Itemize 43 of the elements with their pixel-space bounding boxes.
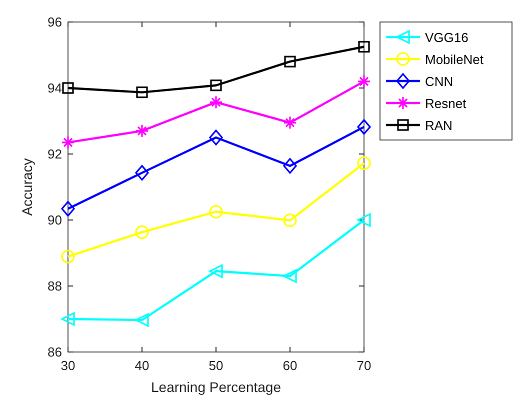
x-tick-label: 40 [134,358,150,373]
point [209,264,223,278]
point [357,213,371,227]
y-tick-label: 86 [48,344,62,360]
point [358,40,370,53]
legend-label: RAN [425,118,452,133]
point [136,86,148,98]
point [283,158,297,174]
point [61,250,75,264]
x-tick-label: 50 [208,358,224,373]
point [61,312,75,326]
point [62,82,74,94]
point [210,80,222,92]
y-tick-label: 88 [48,278,62,294]
y-tick-label: 90 [48,212,62,228]
x-tick-label: 60 [282,358,298,373]
x-tick-label: 30 [60,358,76,373]
point [283,116,297,130]
point [135,124,149,138]
point [135,313,149,327]
legend-label: MobileNet [425,52,484,67]
point [283,214,297,228]
point [61,136,75,150]
y-axis-title: Accuracy [19,158,35,216]
point [135,225,149,240]
y-tick-label: 92 [48,146,62,162]
point [135,165,149,181]
x-axis-title: Learning Percentage [151,379,282,395]
point [357,119,371,135]
point [357,74,371,88]
point [357,156,371,170]
point [284,56,296,68]
point [283,269,297,283]
y-tick-label: 94 [48,80,62,96]
x-tick-label: 70 [356,358,372,373]
point [61,200,75,217]
point [209,95,223,109]
point [209,130,223,146]
point [209,204,223,219]
legend-label: Resnet [425,96,467,111]
y-tick-label: 96 [48,14,62,30]
legend-label: VGG16 [425,30,468,45]
legend-label: CNN [425,74,454,89]
